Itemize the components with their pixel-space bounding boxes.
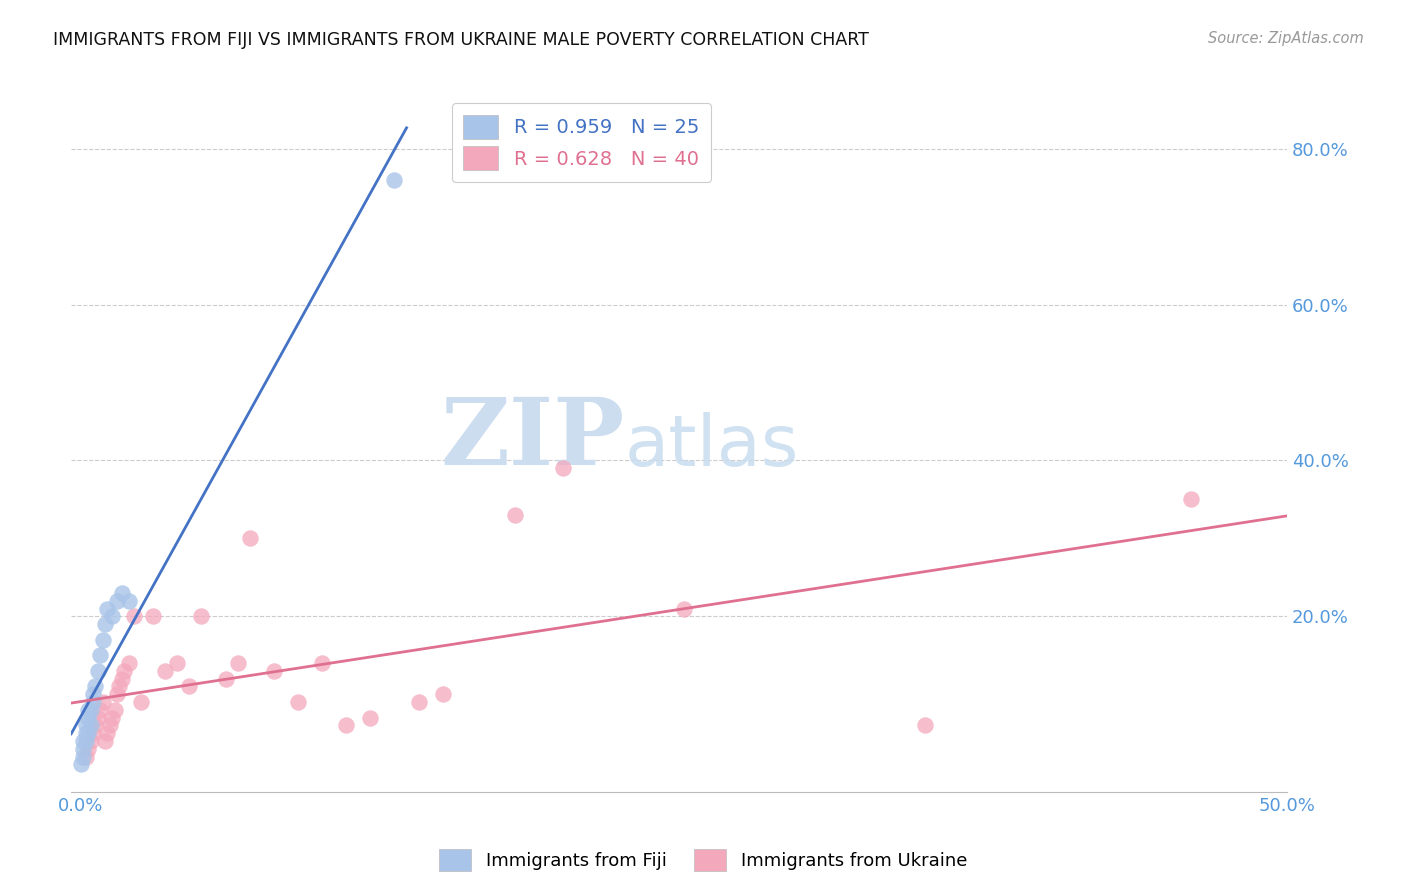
Point [87,711,110,725]
Text: IMMIGRANTS FROM FIJI VS IMMIGRANTS FROM UKRAINE MALE POVERTY CORRELATION CHART: IMMIGRANTS FROM FIJI VS IMMIGRANTS FROM … [53,31,869,49]
Point [118,656,141,670]
Point [226,656,249,670]
Point [77,726,100,740]
Text: Source: ZipAtlas.com: Source: ZipAtlas.com [1208,31,1364,46]
Point [129,695,152,709]
Point [77,711,100,725]
Point [79,703,101,717]
Point [263,664,285,678]
Point [89,703,111,717]
Point [79,734,101,748]
Point [108,680,131,694]
Point [70,757,93,772]
Point [91,695,114,709]
Point [553,461,575,475]
Point [311,656,333,670]
Text: atlas: atlas [624,411,799,481]
Point [190,609,212,624]
Point [91,632,114,647]
Point [72,741,94,756]
Point [384,173,406,187]
Point [166,656,188,670]
Point [111,672,134,686]
Point [75,726,97,740]
Point [101,711,124,725]
Point [105,687,128,701]
Point [77,741,100,756]
Point [142,609,165,624]
Point [101,609,124,624]
Point [72,749,94,764]
Point [75,718,97,732]
Point [94,617,117,632]
Point [672,601,695,615]
Point [98,718,121,732]
Point [432,687,454,701]
Point [79,718,101,732]
Point [96,726,118,740]
Point [84,718,107,732]
Point [179,680,201,694]
Point [1180,492,1202,507]
Point [105,593,128,607]
Point [87,664,110,678]
Point [72,734,94,748]
Point [104,703,127,717]
Point [89,648,111,663]
Point [503,508,526,522]
Point [239,532,262,546]
Legend: R = 0.959   N = 25, R = 0.628   N = 40: R = 0.959 N = 25, R = 0.628 N = 40 [451,103,711,182]
Point [335,718,357,732]
Point [155,664,177,678]
Point [75,749,97,764]
Point [82,726,104,740]
Point [84,680,107,694]
Legend: Immigrants from Fiji, Immigrants from Ukraine: Immigrants from Fiji, Immigrants from Uk… [432,842,974,879]
Point [75,734,97,748]
Point [82,687,104,701]
Point [77,703,100,717]
Point [214,672,236,686]
Point [122,609,145,624]
Point [111,586,134,600]
Point [82,695,104,709]
Point [112,664,135,678]
Point [118,593,141,607]
Point [94,734,117,748]
Point [359,711,381,725]
Point [287,695,309,709]
Text: ZIP: ZIP [440,394,624,484]
Point [408,695,430,709]
Point [96,601,118,615]
Point [914,718,936,732]
